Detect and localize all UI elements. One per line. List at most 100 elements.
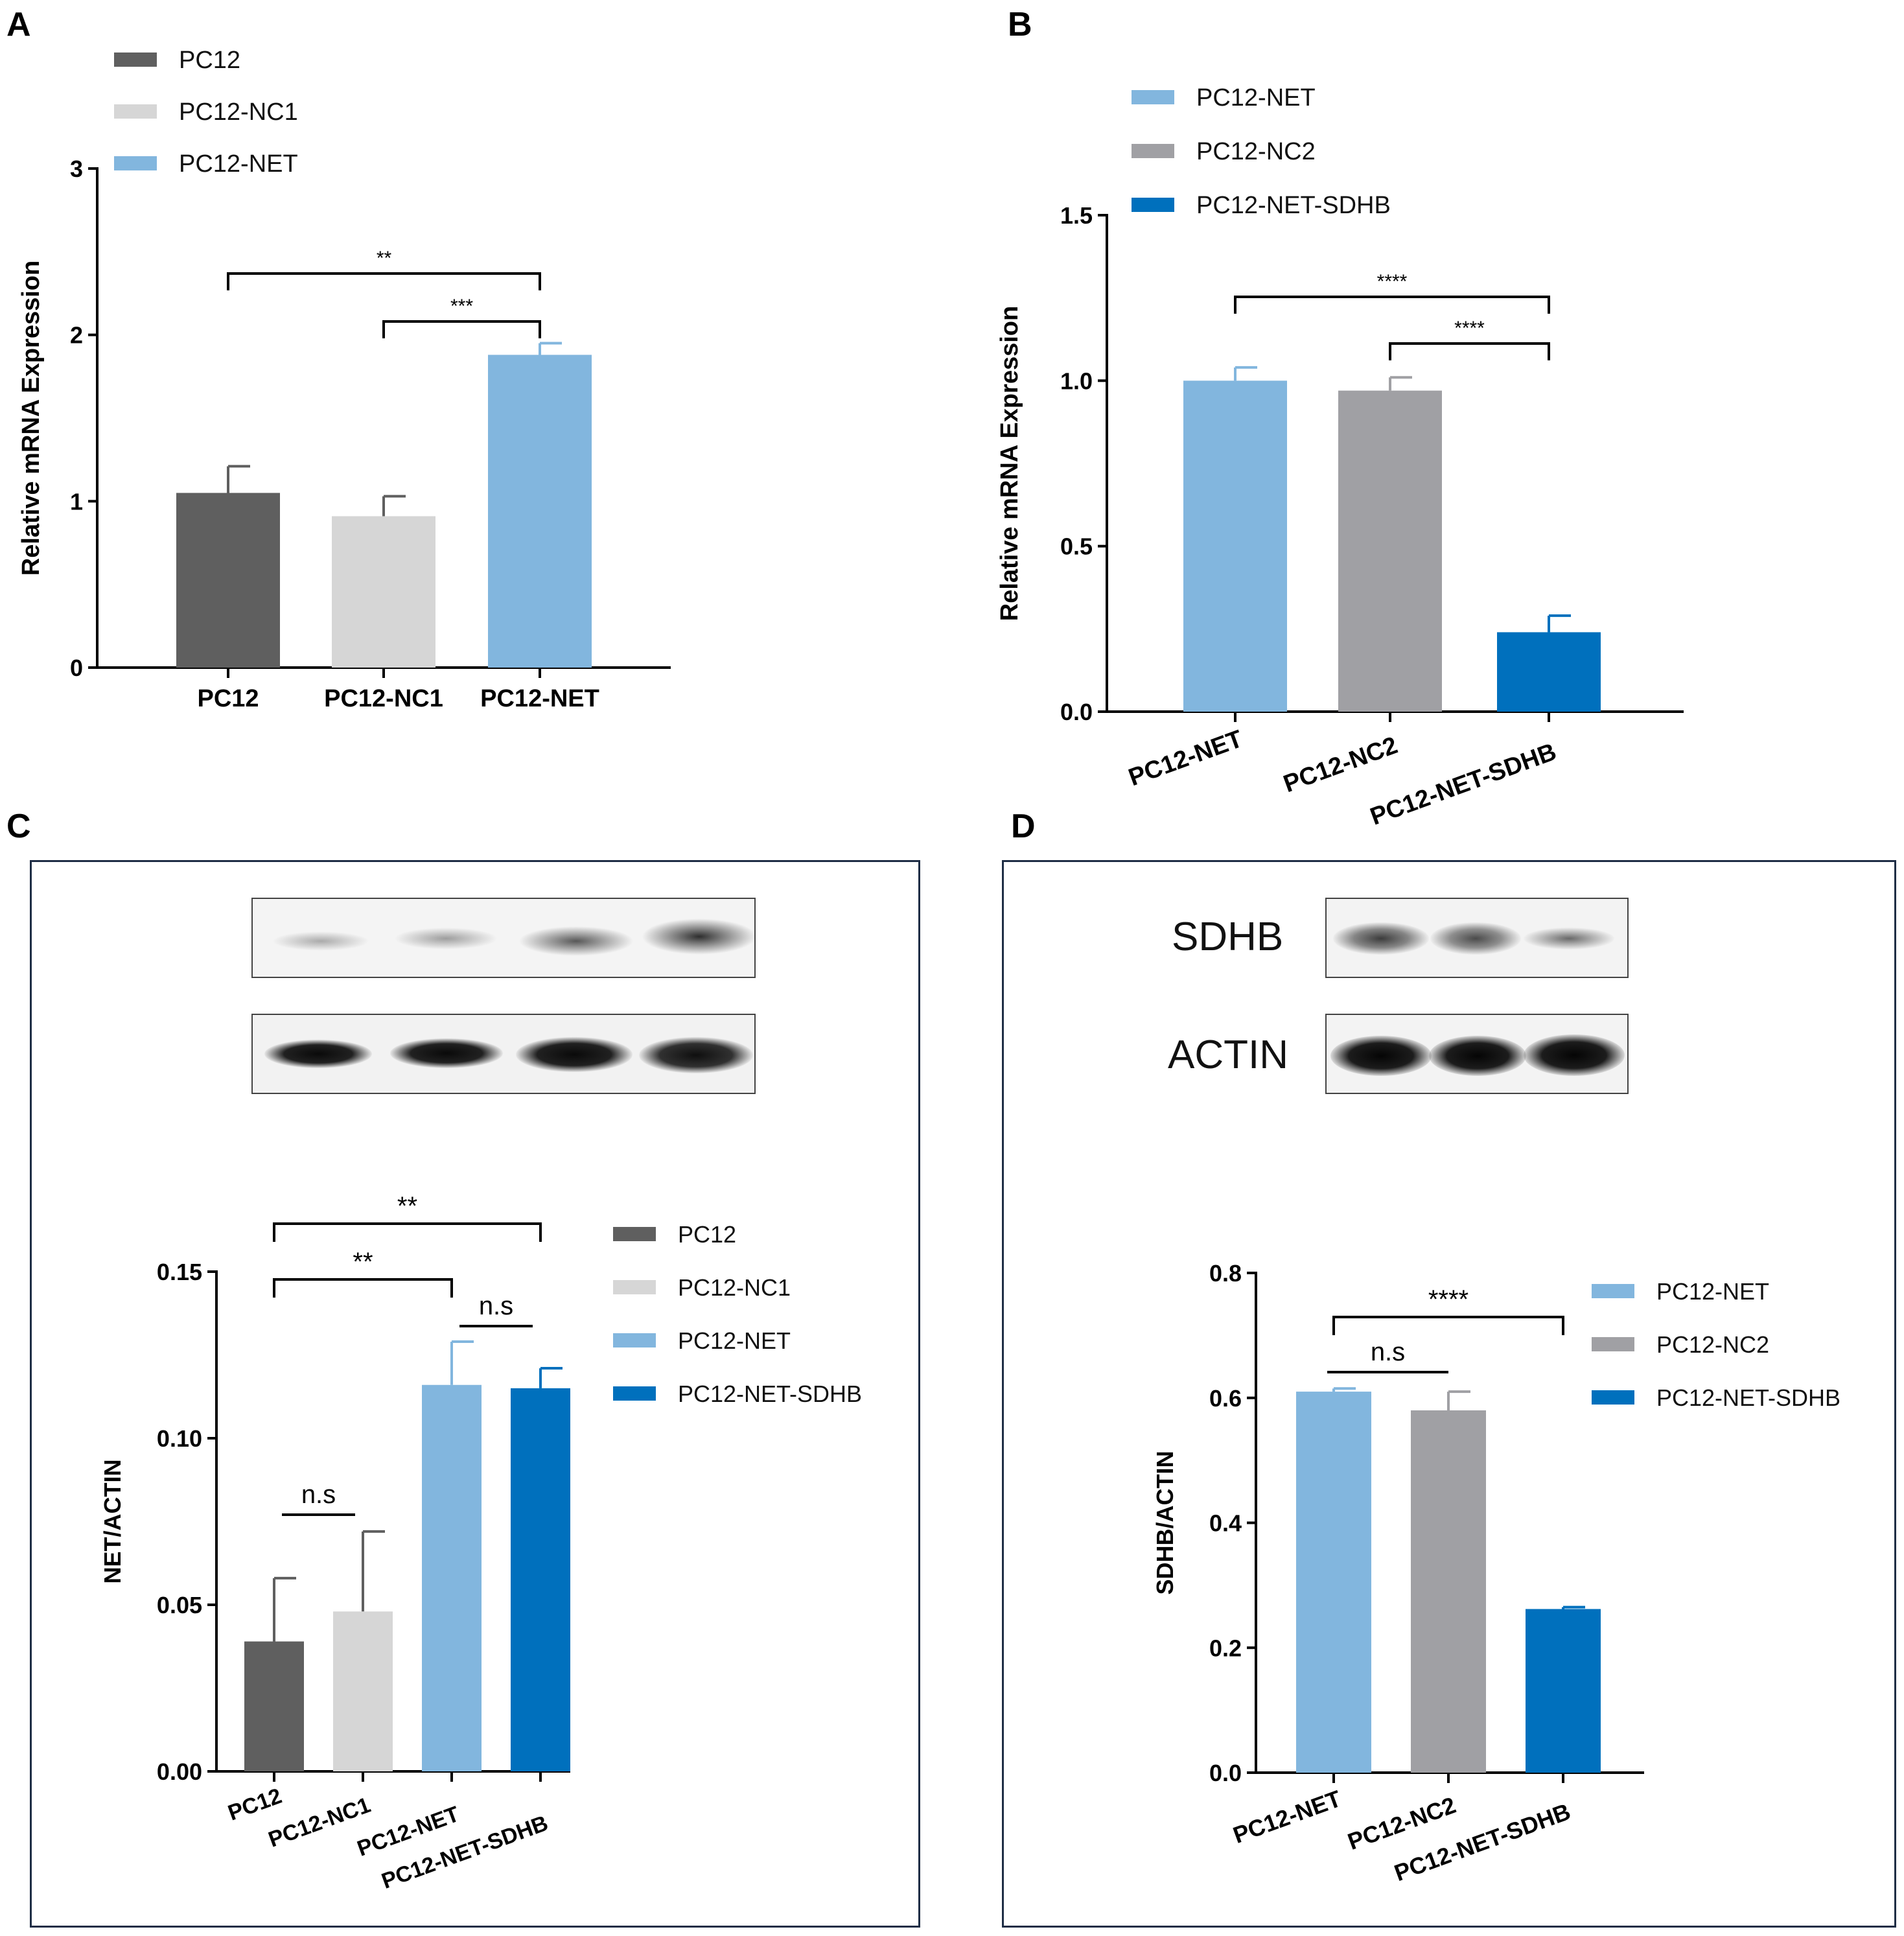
y-tick-label-c: 0.00 [157,1758,202,1785]
legend-swatch-a [114,156,157,170]
band [1333,922,1429,955]
legend-label-b: PC12-NET [1196,84,1316,111]
y-tick-label-a: 2 [70,322,83,349]
legend-swatch-c [613,1227,656,1241]
significance-label-d: **** [1428,1285,1469,1314]
y-tick-label-a: 0 [70,655,83,681]
panel-letter-b: B [1008,6,1032,43]
panel-letter-a: A [6,6,31,43]
significance-label-c: ** [353,1248,373,1276]
y-tick-label-b: 1.0 [1060,367,1093,394]
bar-b-pc12-nc2 [1338,390,1442,712]
legend-swatch-b [1132,90,1174,104]
y-tick-label-d: 0.8 [1209,1260,1242,1287]
y-tick-label-a: 3 [70,156,83,182]
significance-bracket-d [1332,1316,1564,1335]
significance-label-c: n.s [479,1292,513,1320]
y-tick-label-d: 0.2 [1209,1635,1242,1661]
x-tick-label-c: PC12 [225,1784,285,1826]
bar-a-pc12-net [488,355,592,668]
legend-label-a: PC12 [179,47,240,74]
bar-b-pc12-net-sdhb [1497,632,1601,712]
significance-label-a: *** [450,296,473,317]
band [264,1040,372,1068]
panel-d-frame [1002,860,1896,1928]
y-tick-label-b: 1.5 [1060,202,1093,229]
band [394,927,498,950]
significance-bracket-b [1389,342,1550,360]
legend-label-a: PC12-NC1 [179,99,298,126]
band [516,1037,633,1072]
y-tick-label-b: 0.0 [1060,699,1093,725]
significance-bracket-c [273,1278,453,1298]
significance-bracket-c [273,1222,542,1242]
legend-swatch-a [114,104,157,119]
bar-a-pc12-nc1 [332,516,435,668]
legend-label-b: PC12-NC2 [1196,138,1316,165]
y-tick-label-c: 0.10 [157,1425,202,1452]
y-axis-label-d: SDHB/ACTIN [1152,1451,1178,1595]
band [518,926,634,956]
significance-label-b: **** [1454,318,1485,339]
legend-label-c: PC12-NET-SDHB [678,1381,862,1407]
y-tick-label-c: 0.15 [157,1259,202,1285]
bar-d-pc12-net-sdhb [1526,1609,1601,1773]
significance-bracket-a [382,320,541,338]
blot-label-sdhb: SDHB [1172,915,1284,959]
legend-label-d: PC12-NET [1656,1278,1769,1305]
blot-c-net [251,898,756,978]
y-axis-label-c: NET/ACTIN [99,1460,126,1584]
y-tick-label-b: 0.5 [1060,533,1093,560]
x-tick-label-a: PC12-NC1 [324,685,443,712]
bar-b-pc12-net [1183,380,1287,712]
legend-label-c: PC12-NET [678,1327,791,1354]
band [1429,1036,1526,1076]
legend-swatch-b [1132,198,1174,212]
band [639,1037,753,1073]
legend-label-d: PC12-NET-SDHB [1656,1384,1840,1411]
legend-swatch-c [613,1333,656,1347]
band [1524,1034,1625,1076]
legend-swatch-a [114,52,157,67]
bar-d-pc12-nc2 [1411,1410,1486,1773]
blot-label-actin: ACTIN [1168,1032,1288,1077]
legend-label-c: PC12 [678,1221,736,1248]
legend-swatch-d [1592,1337,1634,1351]
significance-label-c: ** [397,1192,417,1220]
legend-label-c: PC12-NC1 [678,1274,791,1301]
y-tick-label-d: 0.0 [1209,1760,1242,1786]
x-tick-label-a: PC12-NET [480,685,599,712]
panel-letter-c: C [6,808,31,845]
x-tick-label-a: PC12 [197,685,259,712]
band [1524,927,1614,950]
legend-label-b: PC12-NET-SDHB [1196,192,1391,219]
y-tick-label-c: 0.05 [157,1592,202,1618]
legend-swatch-b [1132,144,1174,158]
bar-d-pc12-net [1296,1392,1371,1773]
legend-swatch-d [1592,1390,1634,1405]
band [272,931,369,951]
legend-swatch-c [613,1280,656,1294]
band [1430,922,1521,955]
significance-bracket-b [1234,296,1550,314]
y-axis-label-a: Relative mRNA Expression [17,261,45,576]
significance-label-d: n.s [1371,1338,1405,1366]
y-tick-label-d: 0.4 [1209,1510,1242,1537]
blot-c-actin [251,1014,756,1094]
x-tick-label-b: PC12-NC2 [1280,732,1401,798]
legend-swatch-d [1592,1284,1634,1298]
band [1330,1036,1432,1076]
blot-d-sdhb [1325,898,1629,978]
bar-c-pc12 [244,1641,304,1771]
legend-label-a: PC12-NET [179,150,298,178]
band [390,1038,503,1068]
legend-swatch-c [613,1386,656,1401]
significance-label-b: **** [1377,271,1408,292]
bar-a-pc12 [176,493,280,668]
y-tick-label-d: 0.6 [1209,1385,1242,1412]
bar-c-pc12-net-sdhb [511,1388,570,1771]
significance-label-a: ** [377,248,392,269]
legend-label-d: PC12-NC2 [1656,1331,1769,1358]
x-tick-label-b: PC12-NET [1125,725,1246,791]
